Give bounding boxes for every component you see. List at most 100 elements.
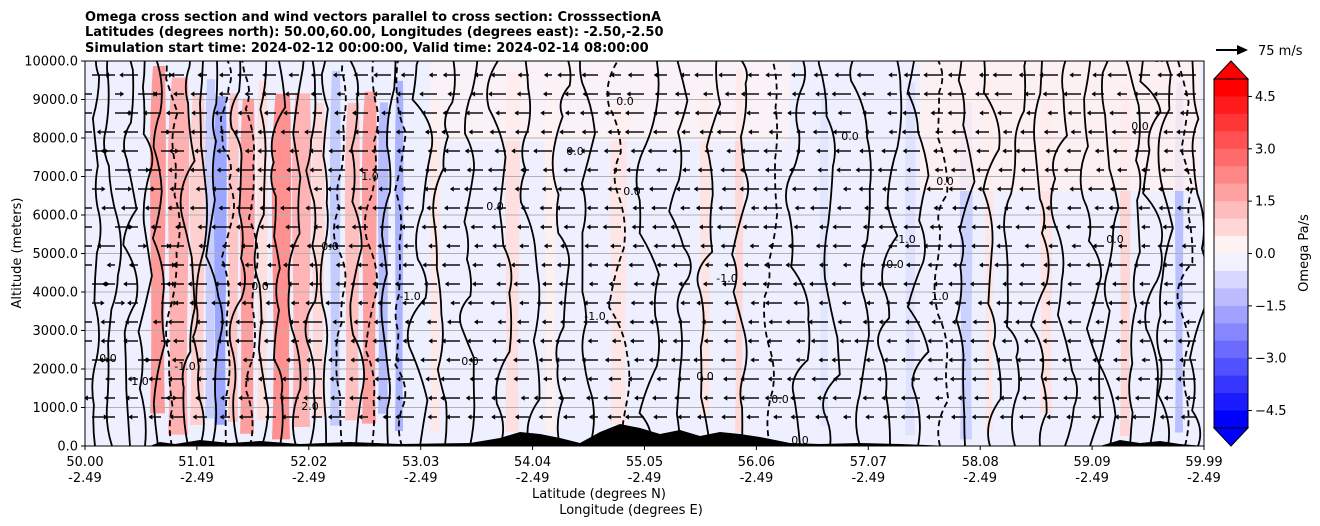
wind-vector-head xyxy=(1061,357,1066,363)
wind-vector-head xyxy=(538,414,543,420)
wind-vector-head xyxy=(189,167,194,173)
wind-vector-head xyxy=(491,224,496,230)
wind-vector-head xyxy=(1141,224,1146,230)
wind-vector-head xyxy=(904,243,909,249)
wind-vector-head xyxy=(831,357,836,363)
wind-vector-head xyxy=(862,319,867,325)
wind-vector-head xyxy=(765,72,770,78)
colorbar-step xyxy=(1214,340,1248,359)
wind-vector-head xyxy=(1092,357,1097,363)
contour-line xyxy=(304,61,318,446)
wind-vector-head xyxy=(467,300,472,306)
wind-vector-head xyxy=(214,110,219,116)
wind-vector-head xyxy=(903,281,908,287)
wind-vector-head xyxy=(588,414,593,420)
wind-vector-head xyxy=(877,167,882,173)
wind-vector-head xyxy=(1018,72,1023,78)
wind-vector-head xyxy=(653,414,658,420)
wind-vector-head xyxy=(767,357,772,363)
wind-vector-head xyxy=(1133,91,1138,97)
quiver-key: 75 m/s xyxy=(1216,44,1303,59)
wind-vector-head xyxy=(376,395,381,401)
colorbar-step xyxy=(1214,288,1248,307)
wind-vector-head xyxy=(259,205,264,211)
wind-vector-head xyxy=(677,319,682,325)
wind-vector-head xyxy=(332,319,337,325)
wind-vector-head xyxy=(283,110,288,116)
wind-vector-head xyxy=(703,395,708,401)
wind-vector-head xyxy=(1153,91,1158,97)
contour-label: 0.0 xyxy=(251,280,269,293)
contour-line xyxy=(906,61,930,446)
wind-vector-head xyxy=(1015,319,1020,325)
contour-labels: 0.0 1.0 -1.0 2.0 0.0 0.0 1.0 -1.0 0.0 0.0 0.0 0.0 -1… xyxy=(99,61,1171,446)
wind-vector-head xyxy=(656,167,661,173)
wind-vector-head xyxy=(1162,338,1167,344)
wind-vector-head xyxy=(631,224,636,230)
wind-vector-head xyxy=(811,110,816,116)
wind-vector-head xyxy=(494,148,499,154)
wind-vector-head xyxy=(581,72,586,78)
wind-vector-head xyxy=(762,281,767,287)
wind-vector-head xyxy=(948,338,953,344)
contour-label: 0.0 xyxy=(623,185,641,198)
x-tick-label-longitude: -2.49 xyxy=(1075,471,1109,486)
wind-vector-head xyxy=(441,262,446,268)
wind-vector-head xyxy=(742,281,747,287)
wind-vector-head xyxy=(1092,243,1097,249)
wind-vector-head xyxy=(106,262,111,268)
wind-vector-head xyxy=(842,414,847,420)
wind-vector-head xyxy=(395,129,400,135)
wind-vector-head xyxy=(832,243,837,249)
wind-vector-head xyxy=(716,110,721,116)
wind-vector-head xyxy=(372,281,377,287)
wind-vector-head xyxy=(219,129,224,135)
wind-vector-head xyxy=(673,262,678,268)
wind-vector-head xyxy=(1042,91,1047,97)
wind-vector-head xyxy=(516,224,521,230)
omega-band xyxy=(904,82,916,436)
wind-vector-head xyxy=(334,224,339,230)
wind-vector-head xyxy=(994,91,999,97)
colorbar-tick-label: 3.0 xyxy=(1255,142,1276,157)
wind-vector-head xyxy=(556,205,561,211)
wind-vector-head xyxy=(810,338,815,344)
wind-vector-head xyxy=(516,319,521,325)
wind-vector-head xyxy=(720,357,725,363)
wind-vector-head xyxy=(169,186,174,192)
wind-vector-head xyxy=(947,110,952,116)
wind-vector-head xyxy=(739,186,744,192)
wind-vector-head xyxy=(1092,72,1097,78)
wind-vector-head xyxy=(168,148,173,154)
wind-vector-head xyxy=(910,376,915,382)
wind-vector-head xyxy=(305,205,310,211)
wind-vector-head xyxy=(603,148,608,154)
y-tick-label: 0.0 xyxy=(57,440,78,455)
wind-vector-head xyxy=(196,357,201,363)
wind-vector-head xyxy=(257,129,262,135)
wind-vector-head xyxy=(610,243,615,249)
wind-vector-head xyxy=(696,300,701,306)
wind-vector-head xyxy=(860,243,865,249)
wind-vector-head xyxy=(491,395,496,401)
wind-vector-head xyxy=(862,110,867,116)
wind-vector-head xyxy=(1162,319,1167,325)
wind-vector-head xyxy=(464,205,469,211)
wind-vector-head xyxy=(79,376,83,381)
contour-line xyxy=(1176,61,1194,446)
wind-vector-head xyxy=(743,262,748,268)
wind-vector-head xyxy=(468,357,473,363)
wind-vector-head xyxy=(1157,357,1162,363)
wind-vector-head xyxy=(1066,338,1071,344)
wind-vector-head xyxy=(648,357,653,363)
wind-vector-head xyxy=(796,129,801,135)
omega-band xyxy=(271,93,292,440)
wind-vector-head xyxy=(441,167,446,173)
wind-vector-head xyxy=(306,338,311,344)
wind-vector-head xyxy=(1176,129,1181,135)
wind-vector-head xyxy=(487,167,492,173)
wind-vector-head xyxy=(750,357,755,363)
wind-vector-head xyxy=(746,110,751,116)
wind-vector-head xyxy=(1179,110,1184,116)
contour-label: 1.0 xyxy=(361,170,379,183)
